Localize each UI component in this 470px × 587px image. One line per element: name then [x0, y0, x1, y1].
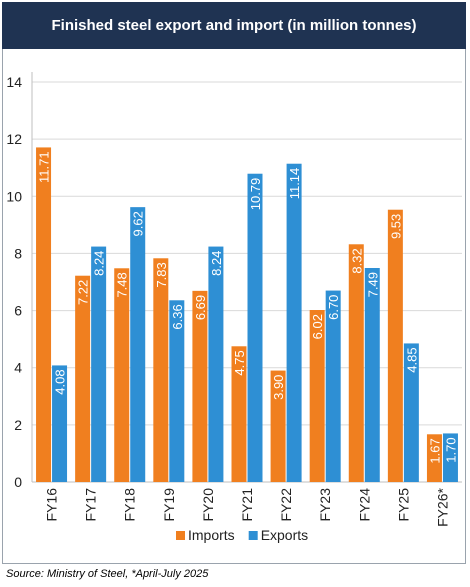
imports-bar	[348, 244, 364, 482]
x-tick-label: FY24	[356, 488, 372, 522]
y-tick-label: 12	[6, 131, 22, 147]
exports-value-label: 1.70	[443, 437, 458, 462]
exports-bar	[169, 300, 185, 482]
imports-bar	[153, 258, 169, 482]
source-note: Source: Ministry of Steel, *April-July 2…	[6, 568, 209, 580]
exports-bar	[286, 163, 302, 482]
exports-bar	[91, 246, 107, 482]
imports-bar	[36, 147, 52, 482]
exports-bar	[403, 343, 419, 482]
legend-imports-swatch	[176, 531, 185, 540]
x-tick-label: FY26*	[434, 487, 450, 526]
y-tick-label: 14	[6, 74, 22, 90]
exports-bar	[130, 207, 146, 482]
x-tick-label: FY25	[395, 488, 411, 522]
title-bar: Finished steel export and import (in mil…	[2, 2, 466, 49]
imports-value-label: 7.48	[115, 272, 130, 297]
imports-value-label: 9.53	[388, 214, 403, 239]
imports-bar	[75, 275, 91, 482]
imports-bar	[192, 290, 208, 482]
exports-bar	[52, 365, 68, 482]
exports-value-label: 11.14	[287, 168, 302, 200]
x-tick-label: FY20	[200, 488, 216, 522]
imports-value-label: 6.69	[193, 295, 208, 320]
imports-value-label: 1.67	[427, 438, 442, 463]
exports-value-label: 7.49	[365, 272, 380, 297]
exports-value-label: 8.24	[209, 251, 224, 276]
imports-bar	[309, 310, 325, 482]
imports-bar	[231, 346, 247, 482]
y-tick-label: 10	[6, 188, 22, 204]
imports-value-label: 8.32	[349, 248, 364, 273]
imports-bar	[426, 434, 442, 482]
exports-bar	[442, 433, 458, 482]
exports-value-label: 6.36	[170, 304, 185, 329]
y-tick-label: 6	[14, 303, 22, 319]
x-tick-label: FY19	[161, 488, 177, 522]
x-tick-label: FY21	[239, 488, 255, 522]
imports-value-label: 7.83	[154, 262, 169, 287]
exports-bar	[247, 173, 263, 482]
x-tick-label: FY17	[83, 488, 99, 522]
imports-value-label: 6.02	[310, 314, 325, 339]
imports-bar	[387, 209, 403, 482]
exports-value-label: 8.24	[92, 251, 107, 276]
y-tick-label: 8	[14, 245, 22, 261]
exports-value-label: 10.79	[248, 178, 263, 211]
exports-bar	[364, 268, 380, 482]
imports-value-label: 3.90	[271, 375, 286, 400]
exports-value-label: 9.62	[131, 211, 146, 236]
imports-value-label: 11.71	[37, 151, 52, 183]
x-tick-label: FY16	[44, 488, 60, 522]
imports-bar	[114, 268, 130, 482]
imports-bar	[270, 370, 286, 482]
y-tick-label: 4	[14, 360, 22, 376]
legend-exports-label: Exports	[261, 527, 308, 543]
exports-bar	[325, 290, 341, 482]
y-tick-label: 0	[14, 474, 22, 490]
exports-value-label: 4.08	[53, 369, 68, 394]
chart-title: Finished steel export and import (in mil…	[51, 17, 417, 34]
x-tick-label: FY22	[278, 488, 294, 522]
bar-chart: 0246810121411.714.08FY167.228.24FY177.48…	[6, 72, 462, 543]
imports-value-label: 4.75	[232, 350, 247, 375]
legend-exports-swatch	[248, 531, 258, 540]
y-tick-label: 2	[14, 417, 22, 433]
x-tick-label: FY18	[122, 488, 138, 522]
exports-bar	[208, 246, 224, 482]
imports-value-label: 7.22	[76, 280, 91, 305]
legend-imports-label: Imports	[188, 527, 235, 543]
exports-value-label: 4.85	[404, 347, 419, 372]
exports-value-label: 6.70	[326, 295, 341, 320]
x-tick-label: FY23	[317, 488, 333, 522]
